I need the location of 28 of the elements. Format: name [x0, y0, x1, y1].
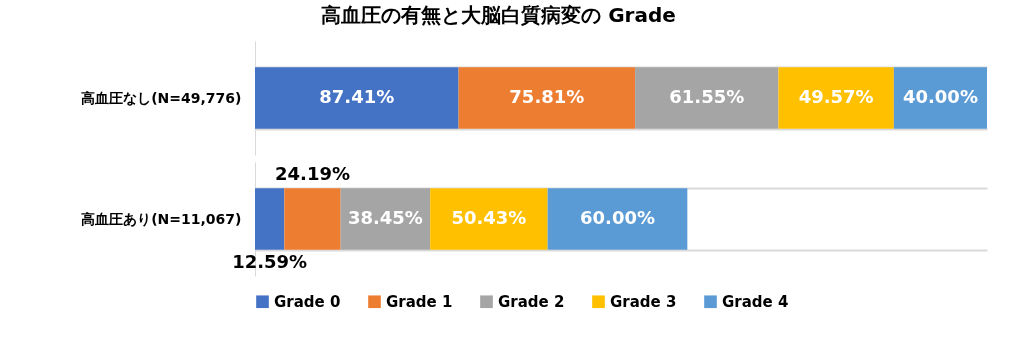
data-label: 87.41% [319, 86, 395, 107]
legend-label: Grade 2 [498, 292, 565, 311]
data-label: 49.57% [798, 86, 874, 107]
bar [778, 67, 894, 129]
data-label: 50.43% [451, 207, 527, 228]
bar [255, 188, 285, 250]
legend-label: Grade 4 [722, 292, 789, 311]
data-label: 61.55% [669, 86, 745, 107]
data-label: 12.59% [232, 251, 308, 272]
bar [893, 67, 987, 129]
bar [430, 188, 548, 250]
data-label: 75.81% [509, 86, 585, 107]
bar [458, 67, 636, 129]
bar [547, 188, 688, 250]
legend-label: Grade 1 [386, 292, 453, 311]
data-label: 40.00% [902, 86, 978, 107]
bar [284, 188, 341, 250]
y-tick-label: 高血圧あり(N=11,067) [81, 210, 242, 227]
legend-label: Grade 3 [610, 292, 677, 311]
data-label: 24.19% [274, 163, 350, 184]
bar [255, 67, 459, 129]
bar [340, 188, 431, 250]
legend-label: Grade 0 [274, 292, 341, 311]
chart-title: 高血圧の有無と大脳白質病変の Grade [321, 3, 676, 27]
bar [635, 67, 779, 129]
y-tick-label: 高血圧なし(N=49,776) [81, 89, 242, 106]
data-label: 38.45% [347, 207, 423, 228]
data-label: 60.00% [579, 207, 655, 228]
